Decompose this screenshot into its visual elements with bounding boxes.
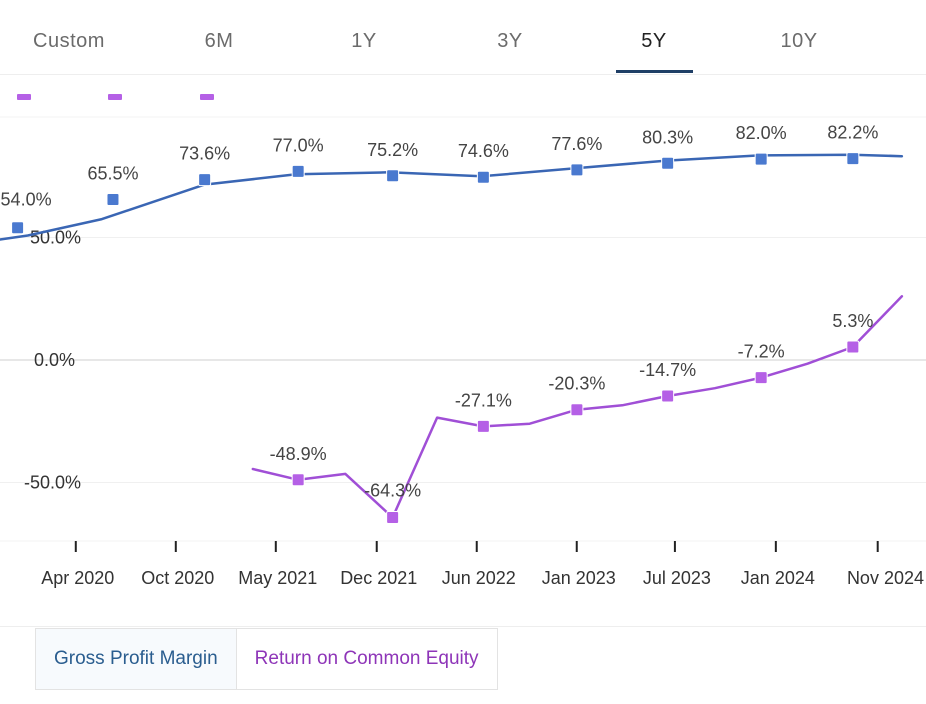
legend-swatch-2 [108,94,122,100]
x-tick-label-5: Jan 2023 [542,568,616,588]
x-tick-label-8: Nov 2024 [847,568,924,588]
x-tick-label-1: Oct 2020 [141,568,214,588]
gross-profit-margin-line [0,153,904,241]
line-chart: 50.0%0.0%-50.0%Apr 2020 Oct 2020 May 2021 D… [0,94,926,588]
return-on-common-equity-data-label-5: -7.2% [738,342,785,362]
gross-profit-margin-data-label-8: 82.0% [736,123,787,143]
gross-profit-margin-data-label-4: 75.2% [367,140,418,160]
x-tick-label-7: Jan 2024 [741,568,815,588]
legend: Gross Profit Margin Return on Common Equ… [35,628,498,690]
legend-return-on-common-equity[interactable]: Return on Common Equity [235,629,497,689]
return-on-common-equity-marker-5 [754,371,768,385]
gross-profit-margin-marker-7 [661,156,675,170]
return-on-common-equity-marker-6 [846,340,860,354]
legend-divider [0,626,926,627]
period-tabs: Custom 6M 1Y 3Y 5Y 10Y [0,0,926,74]
tab-1y[interactable]: 1Y [351,30,377,52]
x-tick-label-0: Apr 2020 [41,568,114,588]
return-on-common-equity-data-label-1: -64.3% [364,481,421,501]
gross-profit-margin-data-label-7: 80.3% [642,127,693,147]
gross-profit-margin-marker-2 [198,173,212,187]
legend-swatch-3 [200,94,214,100]
tab-custom[interactable]: Custom [33,30,105,52]
return-on-common-equity-marker-3 [570,403,584,417]
tab-10y[interactable]: 10Y [780,30,818,52]
return-on-common-equity-marker-2 [476,419,490,433]
return-on-common-equity-data-label-2: -27.1% [455,390,512,410]
legend-swatch-1 [17,94,31,100]
gross-profit-margin-marker-5 [476,170,490,184]
x-tick-label-2: May 2021 [238,568,317,588]
x-tick-label-6: Jul 2023 [643,568,711,588]
legend-gross-profit-margin[interactable]: Gross Profit Margin [36,629,236,689]
gross-profit-margin-marker-0 [11,221,25,235]
return-on-common-equity-marker-4 [661,389,675,403]
gross-profit-margin-data-label-5: 74.6% [458,141,509,161]
gross-profit-margin-data-label-3: 77.0% [273,135,324,155]
gross-profit-margin-data-label-2: 73.6% [179,144,230,164]
return-on-common-equity-marker-0 [291,473,305,487]
gross-profit-margin-data-label-0: 54.0% [1,190,52,210]
gross-profit-margin-marker-1 [106,193,120,207]
x-tick-label-4: Jun 2022 [442,568,516,588]
gross-profit-margin-marker-8 [754,152,768,166]
return-on-common-equity-marker-1 [386,511,400,525]
gross-profit-margin-data-label-9: 82.2% [827,123,878,143]
gross-profit-margin-marker-9 [846,152,860,166]
gross-profit-margin-data-label-1: 65.5% [87,164,138,184]
tab-3y[interactable]: 3Y [497,30,523,52]
gross-profit-margin-marker-4 [386,169,400,183]
active-tab-underline [616,70,693,73]
return-on-common-equity-data-label-6: 5.3% [832,311,873,331]
y-tick-label-1: 0.0% [34,350,75,370]
y-tick-label-2: -50.0% [24,473,81,493]
return-on-common-equity-data-label-0: -48.9% [270,444,327,464]
gross-profit-margin-data-label-6: 77.6% [551,134,602,154]
gross-profit-margin-marker-3 [291,164,305,178]
x-tick-label-3: Dec 2021 [340,568,417,588]
return-on-common-equity-data-label-4: -14.7% [639,360,696,380]
return-on-common-equity-data-label-3: -20.3% [548,374,605,394]
tab-6m[interactable]: 6M [204,30,234,52]
gross-profit-margin-marker-6 [570,163,584,177]
tabs-divider [0,74,926,75]
tab-5y[interactable]: 5Y [641,30,667,52]
